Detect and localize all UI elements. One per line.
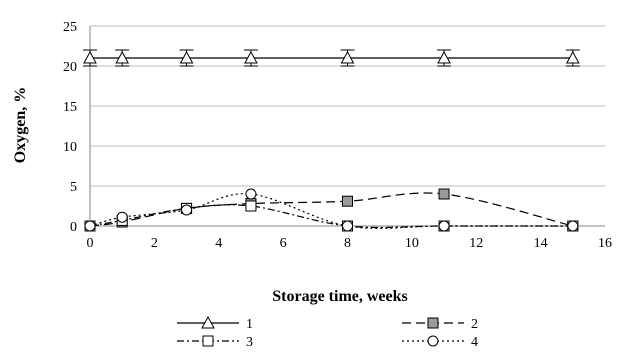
x-tick-label: 12	[469, 236, 483, 251]
legend-label: 2	[471, 317, 478, 332]
x-axis-title: Storage time, weeks	[272, 288, 408, 305]
x-tick-label: 8	[344, 236, 351, 251]
y-tick-label: 5	[70, 180, 77, 195]
data-point-square-filled	[342, 195, 353, 207]
x-tick-label: 16	[598, 236, 612, 251]
data-point-circle	[116, 211, 128, 223]
x-tick-label: 2	[151, 236, 158, 251]
y-tick-label: 15	[63, 100, 77, 115]
data-point-square-filled	[427, 317, 439, 329]
data-point-triangle	[244, 50, 258, 64]
data-point-triangle	[115, 50, 130, 64]
series-line-2	[89, 192, 573, 227]
data-point-square-filled	[438, 188, 450, 200]
legend-item-1: 1	[177, 315, 253, 332]
y-tick-label: 0	[70, 220, 77, 235]
data-point-triangle	[565, 50, 580, 64]
data-point-triangle	[179, 50, 194, 64]
y-axis-title: Oxygen, %	[12, 87, 29, 163]
data-point-square-open	[202, 335, 214, 347]
legend-item-3: 3	[177, 335, 253, 350]
data-point-circle	[245, 188, 257, 200]
x-tick-label: 4	[215, 236, 222, 251]
x-tick-label: 0	[87, 236, 94, 251]
series-line-4	[89, 193, 573, 229]
y-tick-label: 25	[63, 20, 77, 35]
data-point-circle	[438, 220, 450, 232]
y-tick-label: 10	[63, 140, 77, 155]
data-point-triangle	[340, 50, 355, 64]
series-line-3	[89, 204, 573, 229]
legend-label: 4	[471, 335, 478, 350]
legend-label: 3	[246, 335, 253, 350]
data-point-circle	[567, 220, 579, 232]
data-point-square-open	[245, 200, 257, 212]
x-tick-label: 14	[534, 236, 548, 251]
legend-item-4: 4	[402, 335, 478, 350]
gridlines	[90, 25, 605, 187]
y-tick-label: 20	[63, 60, 77, 75]
data-point-circle	[427, 335, 439, 347]
series-2	[84, 188, 579, 232]
legend-item-2: 2	[402, 317, 478, 332]
data-point-circle	[84, 220, 96, 232]
series-1	[83, 49, 580, 67]
data-point-circle	[342, 220, 353, 232]
series-layer	[83, 49, 580, 232]
x-tick-label: 6	[280, 236, 287, 251]
data-point-triangle	[201, 315, 215, 329]
legend: 1 2 3 4	[177, 315, 478, 350]
data-point-triangle	[83, 50, 97, 64]
series-4	[84, 188, 579, 232]
legend-label: 1	[246, 317, 253, 332]
tick-labels: 0 5 10 15 20 25 0 2 4 6 8 10 12 14 16	[63, 20, 612, 251]
x-tick-label: 10	[405, 236, 419, 251]
data-point-triangle	[437, 50, 451, 64]
data-point-circle	[181, 204, 193, 216]
